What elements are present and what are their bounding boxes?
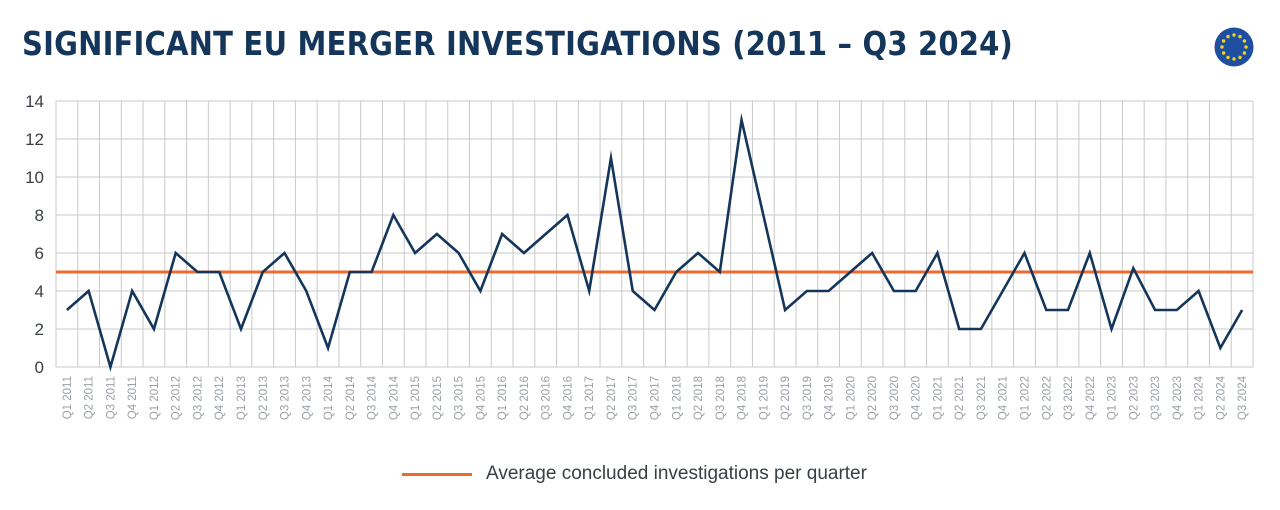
x-tick-label: Q1 2014: [323, 375, 335, 420]
x-tick-label: Q2 2022: [1041, 376, 1053, 420]
line-chart: 0 2 4 6 8 10 12 14 Q1 2011 Q2 2011 Q3 2011 Q4 2011…: [25, 92, 1254, 420]
x-tick-label: Q2 2020: [867, 376, 879, 420]
x-tick-label: Q2 2015: [432, 376, 444, 420]
x-tick-label: Q1 2024: [1194, 375, 1206, 420]
x-tick-label: Q3 2017: [628, 376, 640, 420]
flag-star: [1242, 51, 1247, 55]
chart-title: SIGNIFICANT EU MERGER INVESTIGATIONS (20…: [22, 24, 1013, 63]
x-axis-ticks: Q1 2011 Q2 2011 Q3 2011 Q4 2011 Q1 2012 Q2 20…: [62, 375, 1249, 420]
legend-average-swatch: [402, 472, 472, 476]
x-tick-label: Q2 2012: [171, 376, 183, 420]
x-tick-label: Q4 2013: [301, 376, 313, 420]
eu-flag-icon: [1214, 27, 1254, 67]
x-tick-label: Q2 2019: [780, 376, 792, 420]
y-tick-label: 12: [25, 130, 44, 149]
x-tick-label: Q2 2011: [84, 376, 96, 419]
y-axis-ticks: 0 2 4 6 8 10 12 14: [25, 92, 44, 377]
x-tick-label: Q3 2014: [367, 375, 379, 420]
x-tick-label: Q4 2019: [824, 376, 836, 420]
x-tick-label: Q4 2023: [1172, 376, 1184, 420]
x-tick-label: Q1 2011: [62, 376, 74, 419]
x-tick-label: Q3 2024: [1237, 375, 1249, 420]
x-tick-label: Q3 2013: [280, 376, 292, 420]
x-tick-label: Q2 2014: [345, 375, 357, 420]
flag-star: [1232, 33, 1236, 37]
x-tick-label: Q1 2016: [497, 376, 509, 420]
y-tick-label: 8: [35, 206, 44, 225]
grid: [55, 100, 1254, 368]
x-tick-label: Q3 2020: [889, 376, 901, 420]
legend-average-label: Average concluded investigations per qua…: [486, 463, 867, 484]
y-tick-label: 4: [35, 282, 44, 301]
flag-star: [1221, 51, 1226, 55]
flag-star: [1220, 45, 1224, 49]
x-tick-label: Q1 2018: [671, 376, 683, 420]
flag-star: [1226, 55, 1230, 60]
x-tick-label: Q2 2024: [1215, 375, 1227, 420]
x-tick-label: Q3 2012: [192, 376, 204, 420]
x-tick-label: Q4 2021: [998, 376, 1010, 420]
x-tick-label: Q1 2023: [1107, 376, 1119, 420]
x-tick-label: Q4 2017: [650, 376, 662, 420]
x-tick-label: Q1 2012: [149, 376, 161, 420]
x-tick-label: Q3 2015: [454, 376, 466, 420]
legend: Average concluded investigations per qua…: [402, 463, 867, 485]
flag-star: [1232, 57, 1236, 61]
x-tick-label: Q4 2016: [562, 376, 574, 420]
x-tick-label: Q4 2012: [214, 376, 226, 420]
x-tick-label: Q4 2022: [1085, 376, 1097, 420]
x-tick-label: Q2 2023: [1128, 376, 1140, 420]
flag-star: [1226, 34, 1230, 39]
flag-star: [1242, 39, 1247, 43]
y-tick-label: 14: [25, 92, 44, 111]
x-tick-label: Q1 2019: [758, 376, 770, 420]
series-layer: [66, 112, 1244, 372]
x-tick-label: Q4 2020: [911, 376, 923, 420]
x-tick-label: Q4 2015: [475, 376, 487, 420]
x-tick-label: Q1 2015: [410, 376, 422, 420]
x-tick-label: Q1 2022: [1019, 376, 1031, 420]
x-tick-label: Q2 2016: [519, 376, 531, 420]
flag-star: [1221, 39, 1226, 43]
x-tick-label: Q4 2011: [127, 376, 139, 419]
y-tick-label: 0: [35, 358, 44, 377]
x-tick-label: Q2 2017: [606, 376, 618, 420]
x-tick-label: Q3 2021: [976, 376, 988, 420]
x-tick-label: Q3 2018: [715, 376, 727, 420]
y-tick-label: 10: [25, 168, 44, 187]
x-tick-label: Q4 2018: [737, 376, 749, 420]
x-tick-label: Q3 2019: [802, 376, 814, 420]
x-tick-label: Q1 2021: [932, 376, 944, 420]
x-tick-label: Q3 2016: [541, 376, 553, 420]
flag-star: [1238, 55, 1242, 60]
x-tick-label: Q3 2011: [105, 376, 117, 419]
x-tick-label: Q1 2017: [584, 376, 596, 420]
x-tick-label: Q1 2013: [236, 376, 248, 420]
y-tick-label: 6: [35, 244, 44, 263]
x-tick-label: Q2 2018: [693, 376, 705, 420]
x-tick-label: Q2 2021: [954, 376, 966, 420]
x-tick-label: Q1 2020: [845, 376, 857, 420]
y-tick-label: 2: [35, 320, 44, 339]
series-line-investigations: [66, 112, 1244, 372]
x-tick-label: Q2 2013: [258, 376, 270, 420]
flag-star: [1244, 45, 1248, 49]
x-tick-label: Q3 2023: [1150, 376, 1162, 420]
x-tick-label: Q3 2022: [1063, 376, 1075, 420]
flag-star: [1238, 34, 1242, 39]
x-tick-label: Q4 2014: [388, 375, 400, 420]
